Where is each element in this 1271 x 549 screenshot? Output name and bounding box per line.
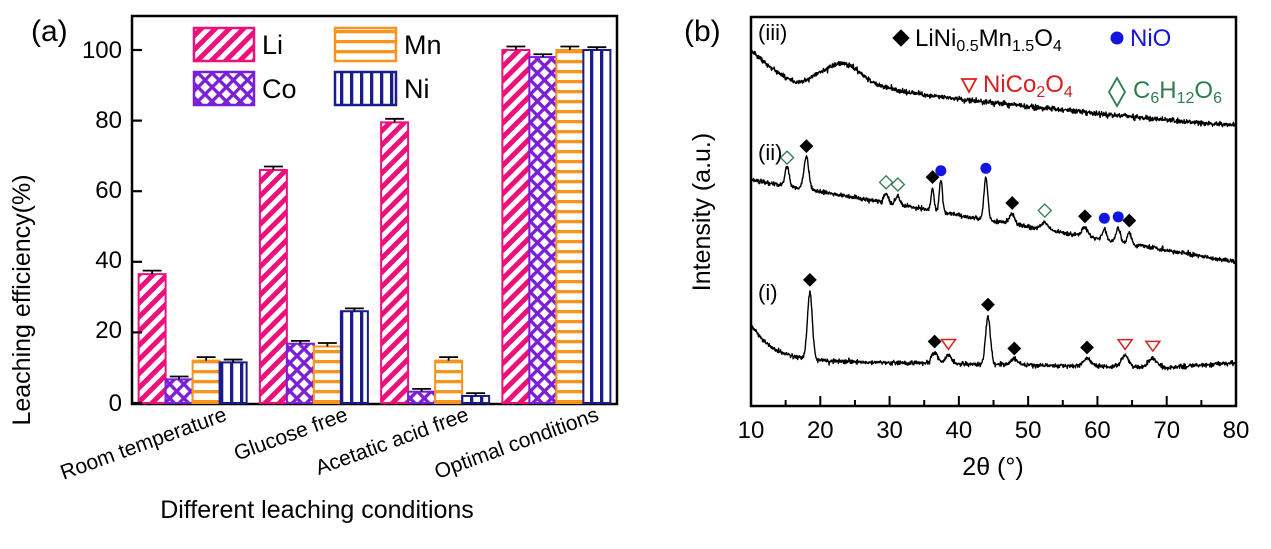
svg-text:10: 10 <box>738 417 765 444</box>
svg-text:30: 30 <box>876 417 903 444</box>
svg-text:Different leaching conditions: Different leaching conditions <box>160 496 474 524</box>
svg-text:LiNi0.5Mn1.5O4: LiNi0.5Mn1.5O4 <box>915 25 1062 55</box>
svg-text:Co: Co <box>262 74 297 104</box>
svg-text:40: 40 <box>946 417 973 444</box>
svg-text:20: 20 <box>95 317 122 344</box>
svg-text:60: 60 <box>95 177 122 204</box>
svg-text:0: 0 <box>109 390 122 417</box>
svg-text:2θ (°): 2θ (°) <box>962 453 1023 481</box>
svg-text:40: 40 <box>95 247 122 274</box>
svg-text:Intensity (a.u.): Intensity (a.u.) <box>688 133 716 291</box>
svg-text:20: 20 <box>807 417 834 444</box>
svg-text:Li: Li <box>262 30 283 60</box>
svg-text:80: 80 <box>1223 417 1250 444</box>
svg-text:60: 60 <box>1084 417 1111 444</box>
svg-text:(iii): (iii) <box>758 20 787 45</box>
svg-text:NiCo2O4: NiCo2O4 <box>983 71 1073 101</box>
svg-text:NiO: NiO <box>1130 25 1171 52</box>
svg-text:100: 100 <box>82 37 122 64</box>
svg-text:(ii): (ii) <box>758 140 782 165</box>
svg-text:50: 50 <box>1015 417 1042 444</box>
svg-text:Ni: Ni <box>404 74 430 104</box>
svg-text:(b): (b) <box>684 15 721 48</box>
svg-text:80: 80 <box>95 107 122 134</box>
svg-text:Leaching efficiency(%): Leaching efficiency(%) <box>8 174 36 425</box>
svg-text:Mn: Mn <box>404 30 442 60</box>
svg-text:(a): (a) <box>31 15 68 48</box>
svg-text:(i): (i) <box>758 280 778 305</box>
svg-text:70: 70 <box>1153 417 1180 444</box>
